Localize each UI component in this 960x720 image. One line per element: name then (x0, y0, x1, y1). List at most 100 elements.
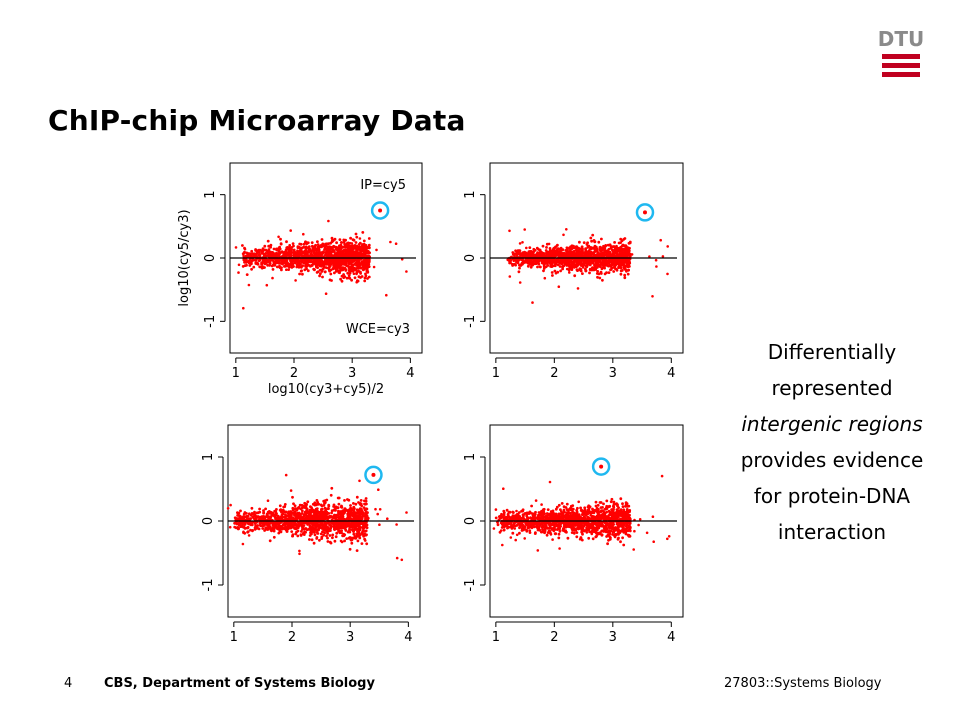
data-point (280, 517, 284, 521)
x-tick-label: 3 (609, 366, 617, 381)
data-point (541, 244, 545, 248)
data-point (294, 532, 298, 536)
data-point (242, 306, 245, 310)
data-point (300, 265, 303, 269)
data-point (355, 272, 358, 276)
data-point (280, 266, 283, 269)
data-point (537, 260, 540, 263)
data-point (307, 521, 311, 524)
data-point (318, 515, 321, 519)
data-point (568, 251, 572, 255)
data-point (288, 244, 292, 247)
data-point (359, 245, 362, 249)
y-tick-label: -1 (463, 315, 478, 328)
data-point (607, 271, 611, 274)
data-point (615, 259, 618, 263)
data-point (339, 510, 342, 513)
data-point (586, 250, 590, 254)
data-point (292, 253, 296, 257)
data-point (355, 524, 359, 528)
data-point (350, 541, 354, 545)
data-point (264, 261, 268, 265)
y-tick-label: -1 (203, 315, 218, 328)
data-point (661, 255, 665, 258)
data-point (313, 533, 317, 537)
data-point (226, 507, 230, 510)
data-point (251, 252, 254, 255)
data-point (543, 254, 547, 257)
data-point (353, 276, 357, 280)
data-point (363, 276, 367, 280)
data-point (405, 270, 408, 273)
data-point (557, 536, 561, 540)
data-point (264, 254, 268, 258)
data-point (267, 244, 271, 248)
data-point (628, 261, 632, 265)
data-point (277, 247, 280, 250)
data-point (263, 266, 266, 269)
data-point (328, 534, 332, 537)
data-point (286, 527, 290, 531)
data-point (284, 264, 287, 268)
data-point (274, 523, 278, 526)
data-point (261, 247, 265, 251)
data-point (598, 260, 602, 263)
data-points (226, 473, 408, 562)
x-tick-label: 1 (492, 366, 500, 381)
data-point (292, 248, 296, 252)
data-point (268, 526, 272, 530)
data-point (554, 271, 558, 275)
data-point (277, 514, 280, 518)
data-point (327, 219, 330, 223)
data-point (508, 275, 512, 278)
data-point (622, 249, 626, 253)
data-point (565, 267, 569, 271)
data-point (298, 272, 301, 276)
data-point (263, 244, 267, 248)
data-point (333, 253, 337, 256)
data-point (619, 272, 623, 276)
data-point (322, 504, 326, 507)
data-point (532, 259, 536, 263)
data-point (315, 271, 319, 274)
data-point (591, 261, 595, 265)
data-point (301, 525, 305, 529)
data-point (339, 539, 343, 543)
data-point (654, 258, 658, 262)
y-tick-label: -1 (201, 579, 216, 592)
data-point (292, 244, 295, 248)
data-point (538, 265, 542, 269)
data-point (299, 242, 303, 246)
data-point (330, 250, 334, 254)
data-point (258, 254, 262, 258)
data-point (597, 240, 601, 244)
data-point (327, 521, 330, 525)
data-point (542, 263, 546, 266)
data-point (623, 267, 627, 271)
data-point (356, 529, 359, 533)
data-point (251, 515, 255, 519)
data-point (319, 252, 323, 255)
data-point (303, 241, 307, 244)
data-point (242, 516, 246, 520)
data-point (543, 259, 546, 262)
data-point (516, 251, 520, 255)
data-point (260, 521, 263, 525)
data-point (529, 253, 532, 256)
data-point (337, 260, 340, 264)
data-point (557, 248, 561, 251)
data-points (506, 228, 669, 304)
data-point (355, 280, 359, 284)
x-tick-label: 4 (406, 366, 414, 381)
data-point (295, 254, 299, 258)
data-point (506, 258, 510, 262)
data-point (310, 250, 313, 254)
dtu-logo: DTU (878, 27, 924, 77)
y-tick-label: 0 (203, 254, 218, 262)
y-tick-label: 1 (203, 191, 218, 199)
data-point (555, 253, 559, 257)
data-point (513, 252, 517, 256)
data-point (593, 263, 596, 267)
data-point (312, 530, 316, 534)
data-point (621, 536, 624, 540)
